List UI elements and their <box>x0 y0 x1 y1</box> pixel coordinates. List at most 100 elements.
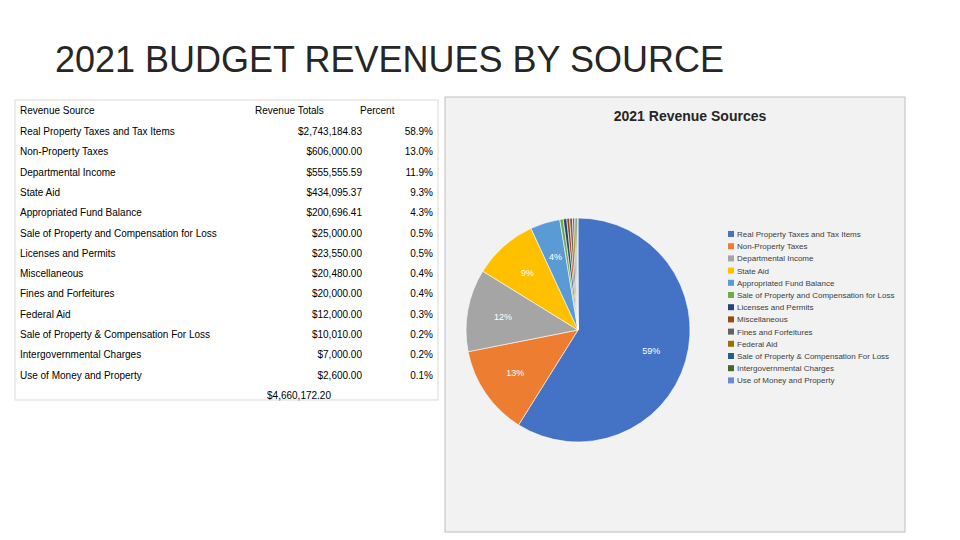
table-cell: Sale of Property & Compensation For Loss <box>20 329 210 340</box>
table-cell: Non-Property Taxes <box>20 146 108 157</box>
table-cell: $7,000.00 <box>318 349 363 360</box>
table-cell: 13.0% <box>405 146 433 157</box>
table-cell: $20,000.00 <box>312 288 362 299</box>
legend-swatch <box>728 316 734 322</box>
table-frame <box>15 100 438 400</box>
table-cell: 0.4% <box>410 288 433 299</box>
table-header: Revenue Totals <box>255 105 324 116</box>
table-cell: 0.2% <box>410 349 433 360</box>
data-label: 13% <box>506 368 524 378</box>
data-label: 12% <box>494 312 512 322</box>
legend-swatch <box>728 292 734 298</box>
chart-area <box>445 97 905 532</box>
table-cell: 9.3% <box>410 187 433 198</box>
table-cell: 0.4% <box>410 268 433 279</box>
page-title: 2021 BUDGET REVENUES BY SOURCE <box>55 39 724 80</box>
legend-swatch <box>728 377 734 383</box>
table-cell: 0.5% <box>410 248 433 259</box>
table-header: Revenue Source <box>20 105 95 116</box>
legend-label: Departmental Income <box>737 254 814 263</box>
legend-label: Federal Aid <box>737 340 777 349</box>
table-cell: $555,555.59 <box>306 167 362 178</box>
table-header: Percent <box>360 105 395 116</box>
legend-item: Departmental Income <box>728 254 814 263</box>
table-cell: 11.9% <box>405 167 433 178</box>
chart: 2021 Revenue Sources 59% 13% 12% 9% 4% Real Pr… <box>445 97 905 532</box>
legend-item: Sale of Property & Compensation For Loss <box>728 352 889 361</box>
table-cell: Miscellaneous <box>20 268 83 279</box>
data-label: 59% <box>642 346 660 356</box>
pie-slice <box>567 218 578 330</box>
table-cell: Appropriated Fund Balance <box>20 207 142 218</box>
table-cell: Federal Aid <box>20 309 71 320</box>
table-cell: $25,000.00 <box>312 228 362 239</box>
legend-label: Use of Money and Property <box>737 376 834 385</box>
table-cell: State Aid <box>20 187 60 198</box>
table-cell: $2,600.00 <box>318 370 363 381</box>
page: 2021 BUDGET REVENUES BY SOURCE Revenue So… <box>0 0 960 540</box>
legend-item: State Aid <box>728 267 769 276</box>
legend-label: Intergovernmental Charges <box>737 364 834 373</box>
legend-label: Fines and Forfeitures <box>737 328 813 337</box>
legend-swatch <box>728 353 734 359</box>
legend-item: Fines and Forfeitures <box>728 328 813 337</box>
legend-item: Use of Money and Property <box>728 376 834 385</box>
legend-label: Licenses and Permits <box>737 303 813 312</box>
table-cell: Licenses and Permits <box>20 248 116 259</box>
legend-swatch <box>728 329 734 335</box>
pie-slice <box>577 218 579 330</box>
legend-label: Non-Property Taxes <box>737 242 808 251</box>
data-label: 9% <box>521 268 534 278</box>
table-cell: $20,480.00 <box>312 268 362 279</box>
legend-label: State Aid <box>737 267 769 276</box>
legend-swatch <box>728 255 734 261</box>
pie-slice <box>574 218 578 330</box>
legend-label: Appropriated Fund Balance <box>737 279 835 288</box>
legend-swatch <box>728 304 734 310</box>
pie-slice <box>560 219 578 330</box>
legend-swatch <box>728 341 734 347</box>
legend-item: Licenses and Permits <box>728 303 813 312</box>
pie: 59% 13% 12% 9% 4% <box>466 218 690 442</box>
legend-item: Federal Aid <box>728 340 777 349</box>
table-cell: $10,010.00 <box>312 329 362 340</box>
data-label: 4% <box>549 252 562 262</box>
table-cell: Use of Money and Property <box>20 370 142 381</box>
pie-slice <box>563 219 578 330</box>
legend-swatch <box>728 231 734 237</box>
pie-slice <box>572 218 578 330</box>
legend-swatch <box>728 365 734 371</box>
table-cell: Departmental Income <box>20 167 116 178</box>
legend-label: Sale of Property and Compensation for Lo… <box>737 291 894 300</box>
legend-swatch <box>728 243 734 249</box>
table-cell: 58.9% <box>405 126 433 137</box>
table-cell: $2,743,184.83 <box>298 126 362 137</box>
pie-slice <box>576 218 578 330</box>
table-cell: $12,000.00 <box>312 309 362 320</box>
chart-title: 2021 Revenue Sources <box>614 108 767 124</box>
legend-item: Intergovernmental Charges <box>728 364 834 373</box>
table-cell: $434,095.37 <box>306 187 362 198</box>
table-cell: 0.5% <box>410 228 433 239</box>
table-cell: Real Property Taxes and Tax Items <box>20 126 175 137</box>
pie-slice <box>570 218 578 330</box>
legend-item: Miscellaneous <box>728 315 788 324</box>
legend-item: Real Property Taxes and Tax Items <box>728 230 861 239</box>
legend-swatch <box>728 280 734 286</box>
legend-item: Appropriated Fund Balance <box>728 279 835 288</box>
table-total: $4,660,172.20 <box>267 390 331 401</box>
table-cell: $200,696.41 <box>306 207 362 218</box>
table-cell: 0.1% <box>410 370 433 381</box>
table-cell: Sale of Property and Compensation for Lo… <box>20 228 217 239</box>
table-cell: $23,550.00 <box>312 248 362 259</box>
table-cell: $606,000.00 <box>306 146 362 157</box>
revenue-table: Revenue Source Revenue Totals Percent Real … <box>15 100 438 401</box>
legend-swatch <box>728 268 734 274</box>
table-cell: 0.2% <box>410 329 433 340</box>
table-cell: Intergovernmental Charges <box>20 349 141 360</box>
legend-label: Sale of Property & Compensation For Loss <box>737 352 889 361</box>
legend: Real Property Taxes and Tax Items Non-Pro… <box>728 230 894 385</box>
legend-label: Miscellaneous <box>737 315 788 324</box>
table-cell: 4.3% <box>410 207 433 218</box>
legend-item: Sale of Property and Compensation for Lo… <box>728 291 894 300</box>
